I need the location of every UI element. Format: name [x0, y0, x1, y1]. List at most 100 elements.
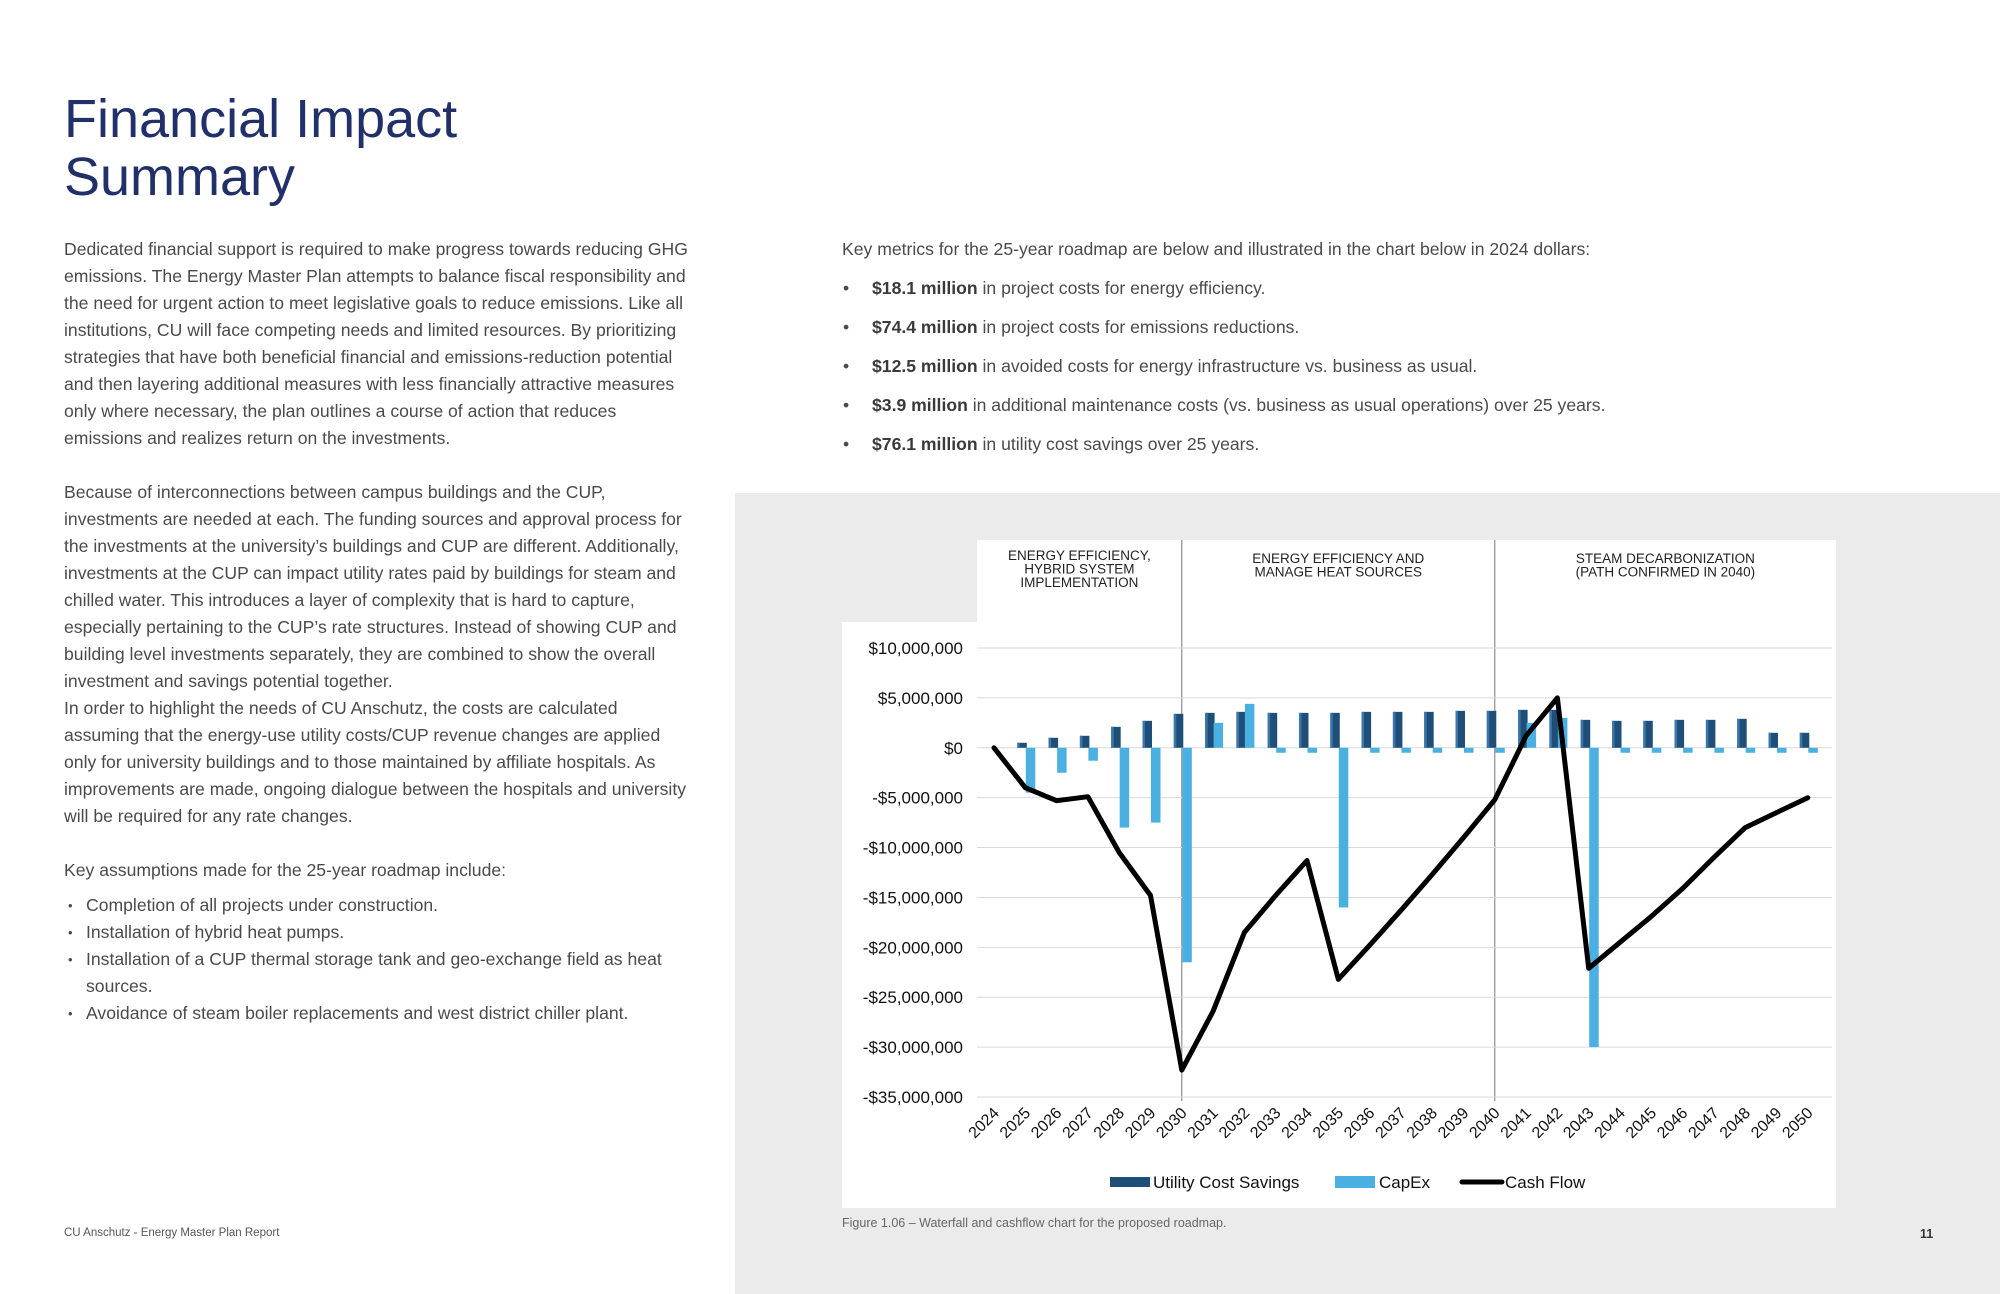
bar-utility-cost-savings: [1079, 735, 1090, 748]
bar-highlight: [1486, 710, 1490, 748]
phase-label: ENERGY EFFICIENCY,: [1008, 548, 1151, 563]
assumption-item: Installation of hybrid heat pumps.: [64, 919, 694, 946]
metric-text: in utility cost savings over 25 years.: [977, 434, 1260, 454]
bar-highlight: [1236, 711, 1239, 748]
bar-capex: [1119, 747, 1130, 828]
assumption-item: Installation of a CUP thermal storage ta…: [64, 946, 694, 1000]
chart-phase-header-panel: [977, 540, 1836, 624]
metric-item: $18.1 million in project costs for energ…: [842, 275, 1942, 302]
bar-utility-cost-savings: [1549, 709, 1559, 748]
bar-utility-cost-savings: [1643, 720, 1653, 748]
assumptions-intro: Key assumptions made for the 25-year roa…: [64, 860, 507, 880]
bar-highlight: [1079, 735, 1083, 748]
bar-highlight: [1017, 742, 1020, 748]
metric-item: $3.9 million in additional maintenance c…: [842, 392, 1942, 419]
bar-capex: [1683, 747, 1693, 753]
bar-highlight: [1549, 709, 1552, 748]
bar-utility-cost-savings: [1799, 732, 1810, 748]
bar-utility-cost-savings: [1705, 719, 1716, 748]
y-tick-label: $5,000,000: [878, 689, 963, 708]
bar-utility-cost-savings: [1737, 718, 1747, 748]
left-column: Dedicated financial support is required …: [64, 236, 694, 1027]
bar-highlight: [1361, 711, 1365, 748]
metric-item: $74.4 million in project costs for emiss…: [842, 314, 1942, 341]
bar-capex: [1276, 747, 1286, 753]
bar-utility-cost-savings: [1205, 712, 1215, 748]
bar-capex: [1244, 703, 1255, 748]
bar-highlight: [1111, 726, 1114, 748]
bar-utility-cost-savings: [1455, 710, 1465, 748]
page-number: 11: [1920, 1227, 1934, 1241]
bar-capex: [1808, 747, 1818, 753]
bar-utility-cost-savings: [1142, 720, 1152, 748]
metrics-intro: Key metrics for the 25-year roadmap are …: [842, 239, 1591, 259]
bar-utility-cost-savings: [1048, 737, 1059, 748]
rate-paragraph: In order to highlight the needs of CU An…: [64, 698, 687, 826]
footer-report-name: CU Anschutz - Energy Master Plan Report: [64, 1227, 280, 1239]
chart-svg: ENERGY EFFICIENCY,HYBRID SYSTEMIMPLEMENT…: [842, 540, 1836, 1208]
legend-label-utility-cost-savings: Utility Cost Savings: [1153, 1173, 1299, 1192]
bar-utility-cost-savings: [1486, 710, 1497, 748]
bar-highlight: [1580, 719, 1584, 748]
metric-item: $76.1 million in utility cost savings ov…: [842, 431, 1942, 458]
bar-utility-cost-savings: [1330, 712, 1340, 748]
bar-highlight: [1643, 720, 1646, 748]
waterfall-cashflow-chart: ENERGY EFFICIENCY, HYBRID SYSTEM IMPLEMENT…: [842, 540, 1836, 1208]
phase-label: MANAGE HEAT SOURCES: [1255, 565, 1423, 580]
y-tick-label: -$25,000,000: [863, 988, 963, 1007]
bar-utility-cost-savings: [1518, 709, 1528, 748]
bar-capex: [1714, 747, 1724, 753]
bar-highlight: [1518, 709, 1521, 748]
bar-capex: [1151, 747, 1161, 823]
bar-highlight: [1392, 711, 1396, 748]
bar-capex: [1620, 747, 1630, 753]
bar-highlight: [1048, 737, 1052, 748]
phase-label: (PATH CONFIRMED IN 2040): [1576, 565, 1756, 580]
page-title-line1: Financial Impact: [64, 89, 458, 149]
bar-utility-cost-savings: [1768, 732, 1778, 748]
y-tick-label: $10,000,000: [868, 639, 963, 658]
bar-utility-cost-savings: [1236, 711, 1246, 748]
page-title-line2: Summary: [64, 147, 296, 207]
metric-text: in avoided costs for energy infrastructu…: [977, 356, 1478, 376]
y-tick-label: -$10,000,000: [863, 839, 963, 858]
assumption-item: Completion of all projects under constru…: [64, 892, 694, 919]
bar-utility-cost-savings: [1674, 719, 1685, 748]
bar-capex: [1432, 747, 1443, 753]
bar-highlight: [1173, 713, 1177, 748]
phase-label: IMPLEMENTATION: [1020, 575, 1138, 590]
interconnection-paragraph: Because of interconnections between camp…: [64, 482, 682, 691]
phase-label: ENERGY EFFICIENCY AND: [1252, 551, 1424, 566]
bar-highlight: [1674, 719, 1678, 748]
bar-highlight: [1267, 712, 1271, 748]
bar-capex: [1745, 747, 1756, 753]
assumption-item: Avoidance of steam boiler replacements a…: [64, 1000, 694, 1027]
bar-highlight: [1424, 711, 1427, 748]
y-tick-label: -$30,000,000: [863, 1038, 963, 1057]
bar-capex: [1495, 747, 1505, 753]
bar-capex: [1464, 747, 1474, 753]
bar-capex: [1589, 747, 1599, 1048]
right-column: Key metrics for the 25-year roadmap are …: [842, 236, 1942, 470]
bar-capex: [1370, 747, 1380, 753]
bar-capex: [1088, 747, 1098, 761]
metrics-list: $18.1 million in project costs for energ…: [842, 275, 1942, 458]
metric-item: $12.5 million in avoided costs for energ…: [842, 353, 1942, 380]
bar-highlight: [1455, 710, 1458, 748]
y-tick-label: -$35,000,000: [863, 1088, 963, 1107]
bar-highlight: [1705, 719, 1709, 748]
bar-capex: [1307, 747, 1317, 753]
bar-highlight: [1205, 712, 1208, 748]
metric-value: $3.9 million: [872, 395, 968, 415]
bar-utility-cost-savings: [1612, 720, 1622, 748]
page-title: Financial Impact Summary: [64, 90, 664, 206]
bar-capex: [1338, 747, 1349, 908]
bar-utility-cost-savings: [1392, 711, 1403, 748]
bar-highlight: [1768, 732, 1771, 748]
bar-highlight: [1299, 712, 1302, 748]
metric-text: in project costs for emissions reduction…: [977, 317, 1300, 337]
metric-value: $74.4 million: [872, 317, 978, 337]
y-tick-label: -$20,000,000: [863, 938, 963, 957]
bar-utility-cost-savings: [1299, 712, 1309, 748]
phase-label: STEAM DECARBONIZATION: [1576, 551, 1755, 566]
